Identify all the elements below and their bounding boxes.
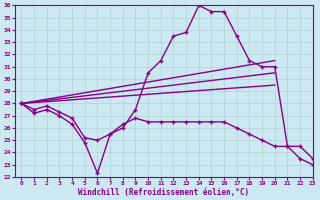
- X-axis label: Windchill (Refroidissement éolien,°C): Windchill (Refroidissement éolien,°C): [78, 188, 250, 197]
